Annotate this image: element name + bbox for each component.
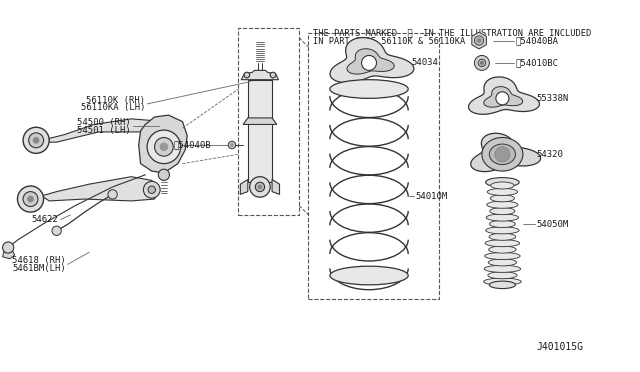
Text: 5461BM(LH): 5461BM(LH)	[12, 263, 66, 273]
Ellipse shape	[484, 265, 521, 272]
Bar	[308, 33, 439, 299]
Polygon shape	[484, 87, 523, 107]
Polygon shape	[243, 118, 276, 125]
Polygon shape	[241, 179, 248, 195]
Text: 54050M: 54050M	[537, 220, 569, 229]
Circle shape	[52, 226, 61, 235]
Text: 56110K (RH): 56110K (RH)	[86, 96, 145, 105]
Polygon shape	[248, 80, 272, 182]
Ellipse shape	[489, 233, 516, 240]
Polygon shape	[139, 115, 187, 173]
Ellipse shape	[490, 195, 515, 202]
Circle shape	[258, 185, 262, 189]
Ellipse shape	[486, 227, 519, 234]
Circle shape	[160, 143, 168, 151]
Circle shape	[477, 39, 481, 42]
Ellipse shape	[490, 281, 515, 289]
Circle shape	[495, 147, 510, 162]
Circle shape	[148, 186, 156, 193]
Ellipse shape	[487, 201, 518, 208]
Ellipse shape	[489, 246, 516, 253]
Circle shape	[17, 186, 44, 212]
Ellipse shape	[490, 144, 515, 164]
Polygon shape	[468, 77, 540, 114]
Circle shape	[228, 141, 236, 149]
Polygon shape	[241, 70, 278, 80]
Ellipse shape	[484, 253, 520, 260]
Text: IN PART CODE 56110K & 56110KA: IN PART CODE 56110K & 56110KA	[313, 37, 465, 46]
Ellipse shape	[488, 259, 516, 266]
Circle shape	[496, 92, 509, 105]
Text: J401015G: J401015G	[536, 342, 584, 352]
Polygon shape	[347, 49, 394, 74]
Circle shape	[270, 72, 276, 78]
Ellipse shape	[490, 221, 515, 227]
Ellipse shape	[486, 214, 518, 221]
Circle shape	[147, 130, 180, 164]
Circle shape	[3, 242, 13, 253]
Text: 56110KA (LH): 56110KA (LH)	[81, 103, 145, 112]
Text: 54320: 54320	[537, 150, 564, 159]
Text: 54500 (RH): 54500 (RH)	[77, 118, 131, 127]
Ellipse shape	[486, 177, 519, 187]
Text: 54010M: 54010M	[415, 192, 448, 201]
Circle shape	[362, 55, 376, 70]
Polygon shape	[472, 32, 486, 49]
Text: 54622: 54622	[31, 215, 58, 224]
Circle shape	[154, 138, 173, 156]
Polygon shape	[330, 38, 414, 83]
Ellipse shape	[485, 240, 520, 247]
Circle shape	[474, 36, 484, 45]
Text: ※54040B: ※54040B	[173, 141, 211, 150]
Text: ※54040BA: ※54040BA	[515, 36, 559, 45]
Polygon shape	[272, 179, 280, 195]
Circle shape	[158, 169, 170, 180]
Text: 54618 (RH): 54618 (RH)	[12, 256, 66, 265]
Circle shape	[23, 127, 49, 153]
Polygon shape	[49, 119, 164, 142]
Ellipse shape	[490, 208, 515, 215]
Ellipse shape	[482, 138, 523, 171]
Ellipse shape	[484, 278, 521, 285]
Text: 55338N: 55338N	[537, 94, 569, 103]
Ellipse shape	[491, 182, 514, 189]
Polygon shape	[44, 177, 159, 201]
Circle shape	[23, 192, 38, 206]
Ellipse shape	[330, 266, 408, 285]
Circle shape	[29, 133, 44, 148]
Circle shape	[474, 55, 490, 70]
Polygon shape	[471, 133, 541, 171]
Circle shape	[28, 196, 33, 202]
Circle shape	[255, 182, 264, 192]
Circle shape	[230, 144, 234, 146]
Polygon shape	[3, 249, 15, 259]
Circle shape	[33, 138, 39, 143]
Text: 54501 (LH): 54501 (LH)	[77, 125, 131, 135]
Circle shape	[481, 61, 483, 64]
Text: THE PARTS MARKED  ※  IN THE ILLUSTRATION ARE INCLUDED: THE PARTS MARKED ※ IN THE ILLUSTRATION A…	[313, 28, 591, 38]
Text: ※54010BC: ※54010BC	[515, 58, 559, 67]
Bar	[239, 28, 299, 215]
Circle shape	[478, 59, 486, 67]
Ellipse shape	[488, 272, 517, 279]
Circle shape	[143, 181, 160, 198]
Circle shape	[250, 177, 270, 197]
Ellipse shape	[487, 188, 518, 195]
Circle shape	[244, 72, 250, 78]
Ellipse shape	[330, 80, 408, 98]
Text: 54034: 54034	[411, 58, 438, 67]
Circle shape	[108, 190, 117, 199]
